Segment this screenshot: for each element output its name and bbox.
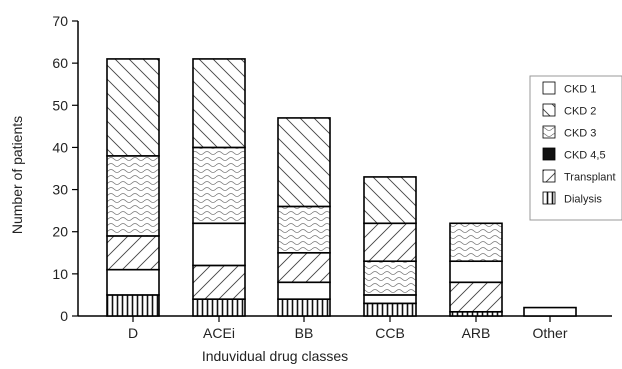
bar-bb	[277, 117, 331, 317]
bar-segment	[363, 302, 417, 317]
bar-segment	[277, 298, 331, 317]
bar-segment	[106, 58, 160, 157]
bar-segment	[277, 281, 331, 300]
legend: CKD 1 CKD 2 CKD 3 CKD 4,5 Transplant Dialysis	[529, 75, 622, 221]
bar-segment	[363, 222, 417, 263]
legend-item: CKD 4,5	[542, 147, 606, 162]
bar-segment	[192, 222, 246, 267]
bar-segment	[363, 294, 417, 305]
bar-segment	[192, 58, 246, 149]
y-tick-label: 30	[52, 182, 68, 198]
bar-segment	[449, 222, 503, 263]
bar-segment	[192, 146, 246, 225]
x-axis-title: Induvidual drug classes	[202, 348, 348, 364]
y-tick-label: 40	[52, 139, 68, 155]
bar-segment	[277, 117, 331, 208]
legend-item: Dialysis	[542, 191, 602, 206]
bar-acei	[192, 58, 246, 317]
legend-swatch	[542, 191, 556, 205]
legend-item: CKD 3	[542, 125, 596, 140]
bar-segment	[192, 264, 246, 300]
bar-arb	[449, 222, 503, 317]
legend-swatch	[542, 169, 556, 183]
bar-segment	[192, 298, 246, 317]
legend-swatch	[542, 147, 556, 161]
legend-swatch	[542, 125, 556, 139]
bar-segment	[363, 260, 417, 296]
bar-segment	[277, 251, 331, 284]
bar-segment	[106, 268, 160, 296]
y-tick-label: 0	[60, 308, 68, 324]
bar-segment	[106, 294, 160, 317]
legend-label: Transplant	[564, 172, 616, 184]
y-tick-label: 20	[52, 224, 68, 240]
y-tick-label: 60	[52, 55, 68, 71]
axes: 0 10 20 30 40 50 60 70 D ACEi BB CCB ARB Other	[52, 13, 612, 341]
x-tick-label: D	[128, 325, 138, 341]
legend-label: CKD 1	[564, 84, 596, 96]
legend-label: CKD 4,5	[564, 150, 606, 162]
x-tick-label: CCB	[375, 325, 405, 341]
y-axis-title: Number of patients	[9, 116, 25, 234]
bar-segment	[277, 205, 331, 254]
y-tick-label: 10	[52, 266, 68, 282]
legend-swatch	[542, 81, 556, 95]
x-tick-label: Other	[532, 325, 567, 341]
legend-label: CKD 2	[564, 106, 596, 118]
bars	[106, 58, 577, 317]
bar-segment	[106, 155, 160, 237]
legend-swatch	[542, 103, 556, 117]
y-tick-label: 70	[52, 13, 68, 29]
bar-segment	[363, 176, 417, 225]
legend-label: Dialysis	[564, 194, 602, 206]
x-tick-label: ARB	[462, 325, 491, 341]
bar-segment	[106, 235, 160, 271]
x-tick-label: ACEi	[203, 325, 235, 341]
y-tick-label: 50	[52, 97, 68, 113]
x-tick-label: BB	[295, 325, 314, 341]
legend-label: CKD 3	[564, 128, 596, 140]
bar-other	[523, 306, 577, 317]
bar-segment	[449, 281, 503, 313]
bar-segment	[523, 306, 577, 317]
bar-ccb	[363, 176, 417, 317]
bar-segment	[449, 260, 503, 284]
bar-d	[106, 58, 160, 317]
legend-item: CKD 2	[542, 103, 596, 118]
legend-item: Transplant	[542, 169, 616, 184]
legend-item: CKD 1	[542, 81, 596, 96]
